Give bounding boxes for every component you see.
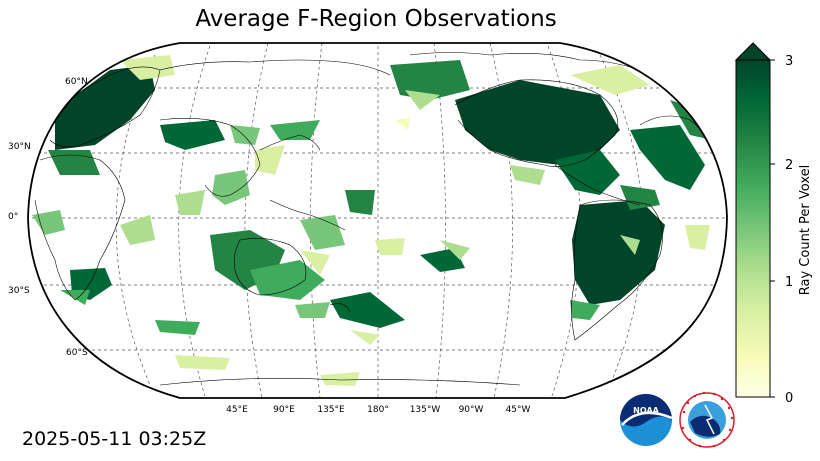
lat-label-30n: 30°N	[8, 142, 31, 152]
map-title: Average F-Region Observations	[195, 6, 557, 32]
lon-label-45e: 45°E	[226, 405, 248, 415]
colorbar-gradient	[735, 59, 771, 398]
lon-label-180: 180°	[367, 405, 389, 415]
lon-label-135e: 135°E	[317, 405, 345, 415]
colorbar-label: Ray Count Per Voxel	[798, 165, 813, 295]
lon-label-90e: 90°E	[273, 405, 295, 415]
nws-logo-ring-lettering	[681, 391, 734, 448]
nws-logo	[679, 391, 735, 448]
lat-label-30s: 30°S	[8, 286, 30, 296]
colorbar-tick-2: 2	[785, 158, 793, 173]
lat-label-60n: 60°N	[65, 77, 88, 87]
colorbar-tick-1: 1	[785, 275, 793, 290]
lon-label-135w: 135°W	[410, 405, 441, 415]
field-south-america	[572, 200, 665, 305]
colorbar-tick-0: 0	[785, 391, 793, 406]
colorbar-extend-arrow	[734, 42, 772, 61]
lon-labels: 45°E 90°E 135°E 180° 135°W 90°W 45°W	[226, 405, 530, 415]
colorbar-tick-3: 3	[785, 54, 793, 69]
observation-fields	[32, 55, 712, 386]
field-europe	[55, 65, 155, 150]
lon-label-90w: 90°W	[459, 405, 484, 415]
lon-label-45w: 45°W	[506, 405, 531, 415]
lat-label-60s: 60°S	[66, 348, 88, 358]
noaa-logo-text: NOAA	[633, 406, 659, 415]
lat-labels: 60°N 30°N 0° 30°S 60°S	[8, 77, 88, 358]
lat-label-0: 0°	[8, 212, 18, 222]
coastlines	[34, 52, 716, 386]
globe-outline	[27, 42, 728, 399]
timestamp: 2025-05-11 03:25Z	[22, 428, 207, 450]
field-north-america	[455, 80, 620, 165]
map-globe	[28, 43, 727, 398]
colorbar: 0 1 2 3 Ray Count Per Voxel	[734, 42, 813, 406]
noaa-logo: NOAA	[620, 394, 673, 446]
